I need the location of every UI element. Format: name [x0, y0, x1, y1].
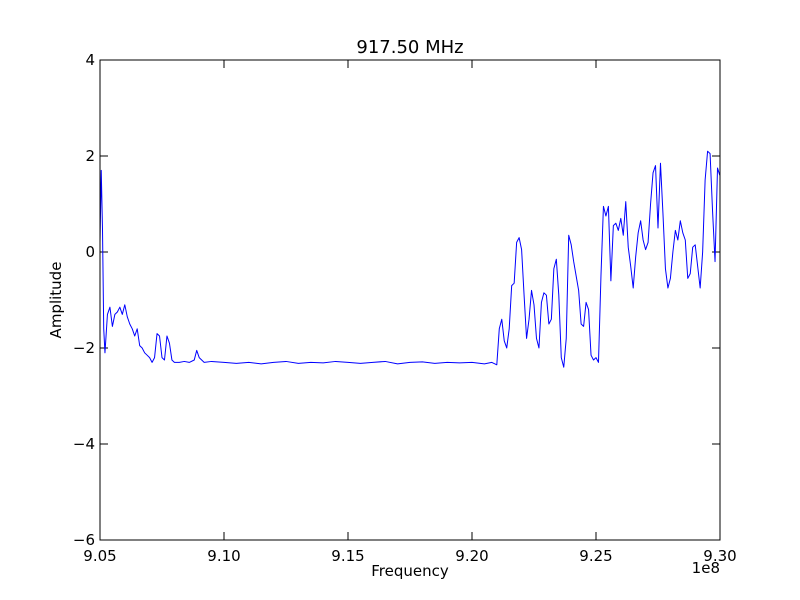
x-tick-label: 9.05	[83, 547, 116, 565]
y-tick-label: −2	[73, 339, 95, 357]
series-line	[99, 150, 721, 368]
chart-title: 917.50 MHz	[356, 37, 463, 58]
x-tick-label: 9.15	[331, 547, 364, 565]
y-tick-label: 0	[85, 243, 95, 261]
x-tick-label: 9.25	[579, 547, 612, 565]
y-tick-label: −4	[73, 435, 95, 453]
y-tick-label: 2	[85, 147, 95, 165]
x-offset-label: 1e8	[692, 559, 720, 577]
x-tick-label: 9.10	[207, 547, 240, 565]
series-layer	[99, 150, 721, 368]
y-tick-label: −6	[73, 531, 95, 549]
x-tick-label: 9.20	[455, 547, 488, 565]
x-axis-label: Frequency	[371, 562, 449, 580]
y-tick-label: 4	[85, 51, 95, 69]
y-axis-label: Amplitude	[47, 262, 65, 339]
x-tick-label: 9.30	[703, 547, 736, 565]
plot-frame	[99, 59, 721, 541]
